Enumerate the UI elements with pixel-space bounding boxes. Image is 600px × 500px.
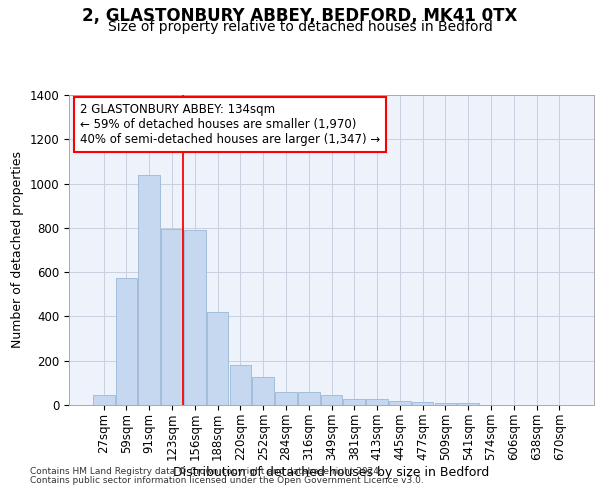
Bar [320,395,343,405]
Bar [298,392,320,405]
Bar [253,376,274,405]
Bar [275,392,297,405]
Text: Contains public sector information licensed under the Open Government Licence v3: Contains public sector information licen… [30,476,424,485]
Y-axis label: Number of detached properties: Number of detached properties [11,152,24,348]
Bar [457,403,479,405]
Bar [389,400,410,405]
Bar [93,394,115,405]
Text: Contains HM Land Registry data © Crown copyright and database right 2024.: Contains HM Land Registry data © Crown c… [30,468,382,476]
Bar [139,174,160,405]
Bar [116,278,137,405]
Bar [434,403,456,405]
Bar [366,399,388,405]
Bar [207,312,229,405]
Text: 2, GLASTONBURY ABBEY, BEDFORD, MK41 0TX: 2, GLASTONBURY ABBEY, BEDFORD, MK41 0TX [82,8,518,26]
Bar [343,399,365,405]
Bar [230,365,251,405]
Text: Size of property relative to detached houses in Bedford: Size of property relative to detached ho… [107,20,493,34]
X-axis label: Distribution of detached houses by size in Bedford: Distribution of detached houses by size … [173,466,490,479]
Bar [412,402,433,405]
Text: 2 GLASTONBURY ABBEY: 134sqm
← 59% of detached houses are smaller (1,970)
40% of : 2 GLASTONBURY ABBEY: 134sqm ← 59% of det… [79,103,380,146]
Bar [161,230,183,405]
Bar [184,230,206,405]
